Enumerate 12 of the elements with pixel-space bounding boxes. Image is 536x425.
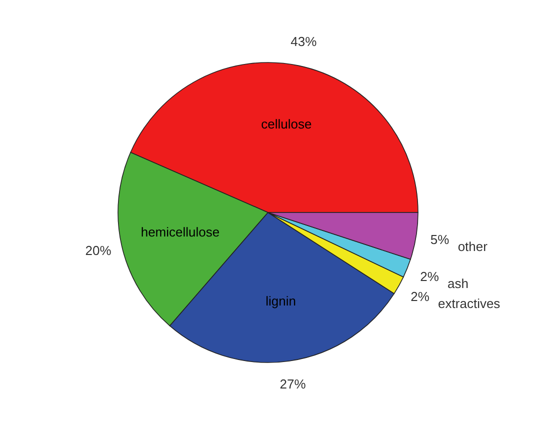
data-label: 43% xyxy=(290,34,318,50)
slice-label: cellulose xyxy=(261,116,312,132)
data-label: 2% xyxy=(420,269,440,284)
data-label: 20% xyxy=(85,242,112,258)
data-label: 5% xyxy=(430,232,450,247)
slice-label: lignin xyxy=(266,294,296,309)
slice-label: extractives xyxy=(438,296,501,312)
data-label: 2% xyxy=(410,289,430,304)
slice-label: hemicellulose xyxy=(140,224,220,240)
data-label: 27% xyxy=(280,376,306,392)
slice-label: other xyxy=(458,238,488,254)
slice-label: ash xyxy=(448,276,469,292)
